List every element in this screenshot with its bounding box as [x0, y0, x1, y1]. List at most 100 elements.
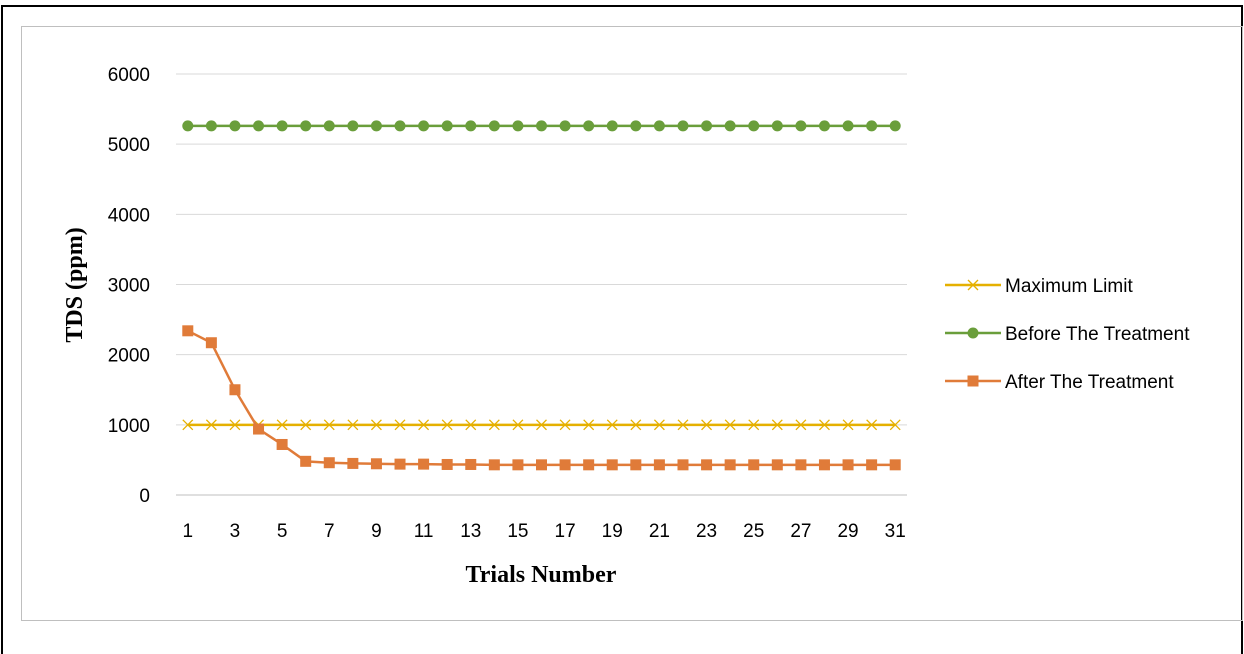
data-point: [441, 120, 453, 132]
legend-item: Maximum Limit: [945, 276, 1133, 297]
data-point: [748, 419, 760, 431]
data-point: [347, 419, 359, 431]
x-tick-label: 9: [371, 521, 382, 542]
data-point: [488, 120, 500, 132]
data-point: [701, 120, 713, 132]
data-point: [465, 458, 477, 470]
data-point: [182, 120, 194, 132]
x-tick-label: 11: [414, 521, 434, 542]
x-tick-label: 31: [885, 521, 906, 542]
data-point: [229, 120, 241, 132]
legend-item: After The Treatment: [945, 372, 1174, 393]
data-point: [347, 457, 359, 469]
data-point: [724, 459, 736, 471]
series-line: [187, 329, 896, 467]
data-point: [795, 120, 807, 132]
y-tick-label: 0: [139, 486, 150, 507]
x-tick-label: 17: [555, 521, 576, 542]
series-maximum-limit: [182, 419, 901, 431]
data-point: [677, 419, 689, 431]
data-point: [536, 419, 547, 431]
data-point: [229, 419, 241, 431]
data-point: [205, 120, 217, 132]
legend-marker: [967, 279, 979, 291]
data-point: [748, 120, 760, 132]
x-tick-label: 29: [837, 521, 858, 542]
data-point: [724, 419, 736, 431]
data-point: [488, 419, 500, 431]
data-point: [512, 419, 524, 431]
data-point: [630, 120, 642, 132]
series-before-the-treatment: [182, 120, 901, 132]
data-point: [771, 120, 783, 132]
data-point: [866, 419, 878, 431]
series-layer: [182, 120, 901, 471]
data-point: [370, 458, 382, 470]
x-tick-label: 7: [324, 521, 335, 542]
data-point: [818, 459, 830, 471]
y-tick-labels: 0 1000 2000 3000 4000 5000 6000: [108, 65, 150, 507]
data-point: [795, 419, 807, 431]
data-point: [819, 419, 830, 431]
data-point: [724, 120, 736, 132]
data-point: [889, 419, 901, 431]
data-point: [536, 459, 547, 471]
data-point: [653, 120, 665, 132]
legend-item: Before The Treatment: [945, 324, 1190, 345]
data-point: [653, 419, 665, 431]
data-point: [842, 120, 854, 132]
data-point: [583, 459, 595, 471]
data-point: [300, 455, 312, 467]
x-tick-label: 15: [507, 521, 528, 542]
data-point: [866, 459, 878, 471]
x-tick-label: 25: [743, 521, 764, 542]
data-point: [253, 423, 265, 435]
data-point: [606, 120, 618, 132]
data-point: [418, 120, 430, 132]
data-point: [370, 120, 382, 132]
data-point: [465, 419, 477, 431]
data-point: [323, 457, 335, 469]
data-point: [889, 459, 901, 471]
data-point: [441, 419, 453, 431]
data-point: [583, 120, 595, 132]
data-point: [583, 419, 595, 431]
data-point: [630, 459, 642, 471]
legend-marker: [967, 375, 979, 387]
x-tick-label: 3: [230, 521, 241, 542]
data-point: [276, 120, 288, 132]
data-point: [276, 438, 288, 450]
data-point: [771, 459, 783, 471]
data-point: [418, 419, 430, 431]
data-point: [842, 459, 854, 471]
data-point: [205, 337, 217, 349]
data-point: [512, 120, 524, 132]
data-point: [441, 458, 453, 470]
x-tick-labels: 1 3 5 7 9 11 13 15 17 19 21 23 25 27 29 31: [183, 521, 906, 542]
data-point: [488, 459, 500, 471]
data-point: [394, 120, 406, 132]
data-point: [182, 325, 194, 337]
data-point: [677, 120, 689, 132]
y-tick-label: 3000: [108, 276, 150, 297]
chart-area: [21, 26, 1243, 621]
data-point: [418, 458, 430, 470]
data-point: [394, 458, 406, 470]
data-point: [347, 120, 359, 132]
x-tick-label: 21: [649, 521, 670, 542]
data-point: [394, 419, 406, 431]
y-tick-label: 1000: [108, 416, 150, 437]
data-point: [653, 459, 665, 471]
legend-label: Maximum Limit: [1005, 276, 1133, 297]
data-point: [889, 120, 901, 132]
data-point: [866, 120, 878, 132]
data-point: [182, 419, 194, 431]
legend: Maximum Limit Before The Treatment After T…: [945, 276, 1190, 393]
data-point: [748, 459, 760, 471]
data-point: [300, 120, 312, 132]
series-after-the-treatment: [182, 325, 901, 471]
x-tick-label: 5: [277, 521, 288, 542]
y-axis-title: TDS (ppm): [62, 227, 88, 342]
data-point: [559, 419, 571, 431]
